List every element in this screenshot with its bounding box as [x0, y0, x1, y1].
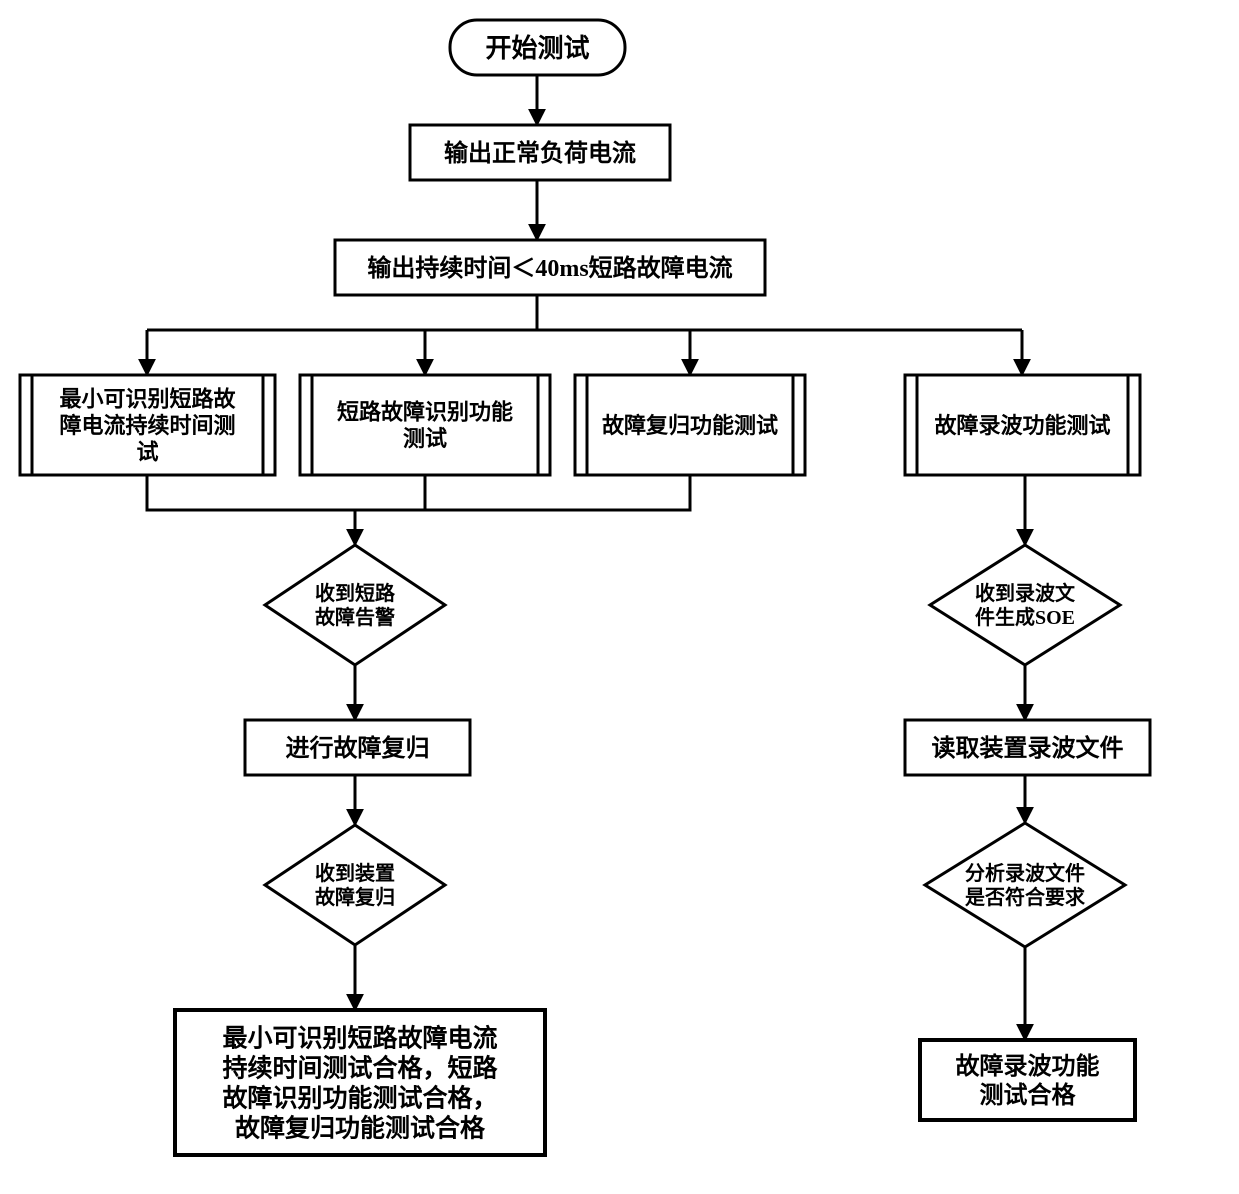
svg-text:输出持续时间＜40ms短路故障电流: 输出持续时间＜40ms短路故障电流 [367, 254, 732, 282]
svg-text:收到录波文: 收到录波文 [975, 581, 1076, 605]
svg-text:是否符合要求: 是否符合要求 [964, 885, 1086, 909]
svg-text:测试合格: 测试合格 [980, 1081, 1077, 1109]
svg-text:故障录波功能测试: 故障录波功能测试 [934, 413, 1110, 438]
svg-text:故障复归功能测试合格: 故障复归功能测试合格 [235, 1114, 486, 1143]
svg-text:进行故障复归: 进行故障复归 [286, 734, 430, 762]
edge [147, 475, 690, 510]
svg-text:试: 试 [136, 439, 158, 464]
svg-text:输出正常负荷电流: 输出正常负荷电流 [444, 139, 636, 167]
svg-text:测试: 测试 [403, 426, 447, 451]
svg-text:障电流持续时间测: 障电流持续时间测 [59, 413, 235, 438]
node-b2 [300, 375, 550, 475]
svg-text:故障录波功能: 故障录波功能 [956, 1052, 1100, 1080]
svg-text:分析录波文件: 分析录波文件 [965, 861, 1085, 885]
svg-text:故障告警: 故障告警 [315, 605, 395, 629]
svg-text:短路故障识别功能: 短路故障识别功能 [337, 400, 513, 425]
svg-text:最小可识别短路故: 最小可识别短路故 [59, 387, 236, 412]
svg-text:收到短路: 收到短路 [315, 581, 396, 605]
svg-text:故障识别功能测试合格，: 故障识别功能测试合格， [222, 1084, 497, 1113]
svg-text:故障复归功能测试: 故障复归功能测试 [602, 413, 778, 438]
svg-text:件生成SOE: 件生成SOE [975, 605, 1075, 629]
svg-text:读取装置录波文件: 读取装置录波文件 [932, 734, 1124, 762]
svg-text:持续时间测试合格，短路: 持续时间测试合格，短路 [222, 1054, 498, 1083]
svg-text:开始测试: 开始测试 [485, 34, 589, 63]
svg-text:故障复归: 故障复归 [315, 885, 395, 909]
svg-text:收到装置: 收到装置 [315, 861, 395, 885]
svg-text:最小可识别短路故障电流: 最小可识别短路故障电流 [222, 1024, 497, 1053]
